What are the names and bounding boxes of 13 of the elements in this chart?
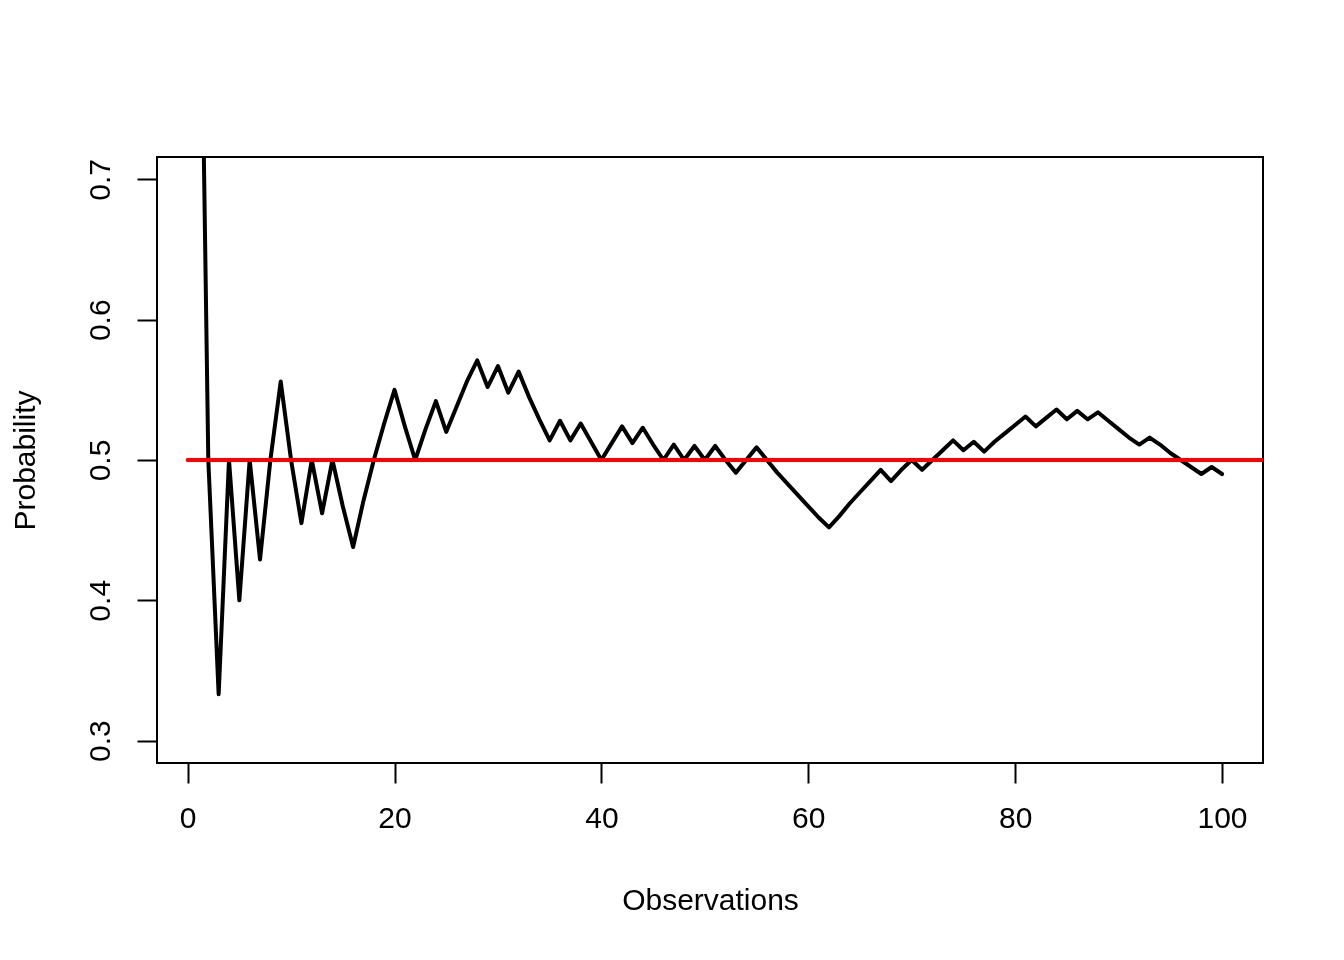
x-tick-label: 100: [1197, 800, 1248, 834]
y-axis-title: Probability: [7, 390, 41, 531]
y-tick-label: 0.7: [82, 159, 116, 201]
y-tick-label: 0.4: [82, 579, 116, 622]
x-tick-label: 40: [585, 800, 619, 834]
x-tick-label: 80: [998, 800, 1033, 834]
y-tick-label: 0.5: [82, 439, 116, 482]
x-tick-label: 60: [792, 800, 826, 834]
x-axis-title: Observations: [622, 882, 799, 916]
y-tick-label: 0.3: [82, 720, 116, 762]
x-tick-label: 0: [179, 800, 197, 834]
y-tick-label: 0.6: [82, 299, 116, 342]
x-tick-label: 20: [378, 800, 412, 834]
